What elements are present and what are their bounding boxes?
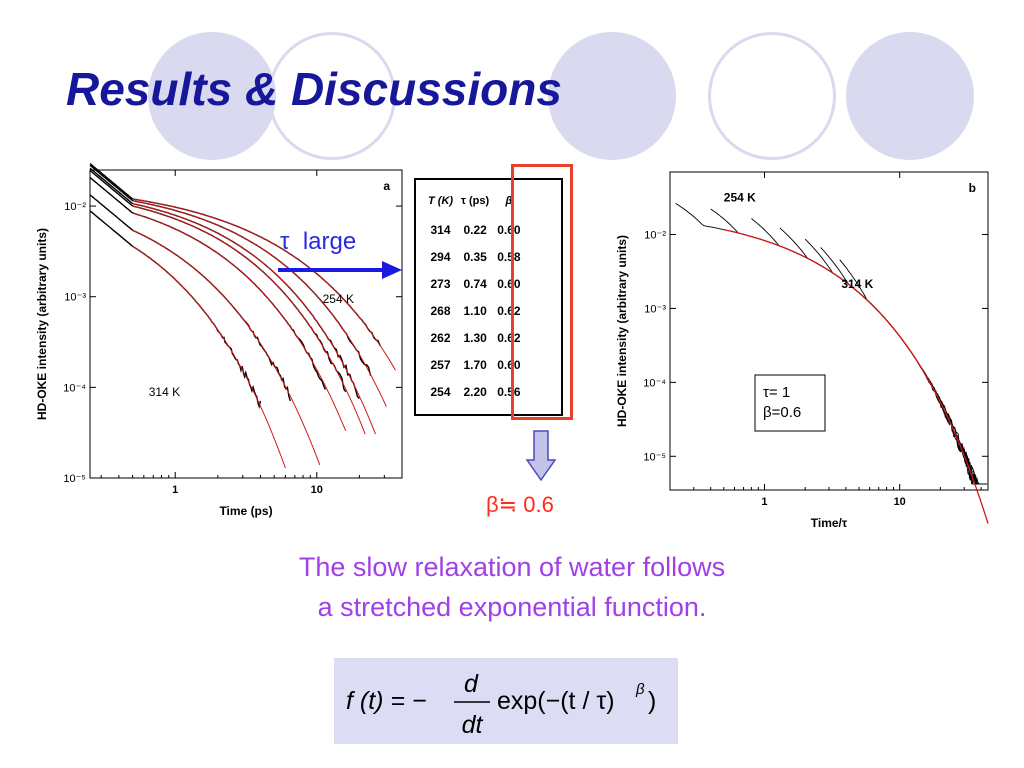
table-cell-temperature: 314 (430, 222, 451, 237)
table-cell-beta: 0.62 (497, 330, 521, 345)
scaled-data-line (779, 227, 986, 485)
table-row: 254 2.20 0.56 (424, 378, 525, 405)
formula-box: f (t) = − d dt exp(−(t / τ) β ) (334, 658, 678, 744)
table-cell-temperature: 262 (430, 330, 451, 345)
chart-a: 1 10 10⁻² 10⁻³ 10⁻⁴ 10⁻⁵ Time (ps) HD-OKE inten… (35, 163, 403, 518)
table-cell-tau: 0.22 (463, 222, 487, 237)
right-arrow-icon (278, 261, 402, 279)
table-row: 257 1.70 0.60 (424, 351, 525, 378)
panel-label: a (383, 179, 390, 193)
tau-large-label: τ large (280, 228, 357, 255)
table-row: 262 1.30 0.62 (424, 324, 525, 351)
table-cell-beta: 0.60 (497, 276, 521, 291)
table-cell-temperature: 273 (430, 276, 451, 291)
table-header-beta: β (505, 195, 513, 207)
table-row: 268 1.10 0.62 (424, 297, 525, 324)
y-tick-label: 10⁻⁴ (643, 377, 666, 389)
table-cell-tau: 0.35 (463, 249, 487, 264)
table-cell-beta: 0.60 (497, 222, 521, 237)
table-cell-tau: 1.30 (463, 330, 487, 345)
scaled-data-line (839, 259, 988, 485)
table-cell-temperature: 257 (430, 357, 451, 372)
formula-numerator: d (464, 670, 479, 698)
table-cell-temperature: 294 (430, 249, 451, 264)
fit-legend-box (754, 374, 826, 432)
y-tick-label: 10⁻⁴ (63, 382, 86, 394)
beta-approx-label: β≒ 0.6 (486, 492, 554, 517)
stretched-exponential-formula: f (t) = − d dt exp(−(t / τ) β ) (346, 670, 656, 739)
parameter-table-box: T (K) τ (ps) β 314 0.22 0.60 294 0.35 0.58 2… (414, 178, 563, 416)
y-tick-label: 10⁻⁵ (63, 473, 86, 485)
beta-column-highlight (511, 164, 573, 420)
master-fit-line (723, 228, 989, 524)
table-cell-temperature: 254 (430, 384, 451, 399)
formula-rhs: exp(−(t / τ) (497, 687, 615, 715)
table-cell-tau: 2.20 (463, 384, 487, 399)
x-tick-label: 1 (761, 496, 767, 508)
scaled-data-line (710, 208, 985, 485)
caption-line-1: The slow relaxation of water follows (298, 552, 726, 582)
table-cell-tau: 1.10 (463, 303, 487, 318)
x-axis-label: Time (ps) (219, 504, 272, 518)
y-tick-label: 10⁻⁵ (643, 451, 666, 463)
y-axis-label: HD-OKE intensity (arbitrary units) (615, 235, 629, 427)
table-cell-beta: 0.58 (497, 249, 521, 264)
temperature-annotation: 314 K (841, 277, 873, 291)
formula-close-paren: ) (648, 687, 656, 715)
decor-circle-4 (708, 32, 836, 160)
scaled-data-line (675, 203, 984, 485)
fit-legend: τ= 1 β=0.6 (754, 374, 826, 432)
y-tick-label: 10⁻² (64, 201, 86, 213)
series-fit-line-294K (132, 229, 321, 466)
table-header-row: T (K) τ (ps) β (424, 192, 525, 216)
table-cell-beta: 0.60 (497, 357, 521, 372)
scaled-data-line (751, 218, 986, 485)
table-row: 314 0.22 0.60 (424, 216, 525, 243)
fit-legend-entry: τ= 1 (763, 384, 790, 401)
x-axis-label: Time/τ (811, 516, 848, 530)
formula-exponent: β (635, 681, 645, 698)
table-row: 294 0.35 0.58 (424, 243, 525, 270)
y-axis-label: HD-OKE intensity (arbitrary units) (35, 228, 49, 420)
parameter-table: T (K) τ (ps) β 314 0.22 0.60 294 0.35 0.58 2… (424, 192, 525, 405)
table-row: 273 0.74 0.60 (424, 270, 525, 297)
plot-frame (669, 171, 989, 491)
series-fit-line-314K (132, 245, 286, 469)
series-fit-line-257K (132, 200, 387, 407)
formula-lhs: f (t) = − (346, 687, 427, 715)
decor-circle-3 (548, 32, 676, 160)
formula-denominator: dt (462, 711, 484, 739)
series-fit-line-262K (132, 203, 376, 435)
table-cell-tau: 1.70 (463, 357, 487, 372)
table-cell-beta: 0.56 (497, 384, 521, 399)
temperature-annotation: 254 K (724, 190, 756, 204)
y-tick-label: 10⁻³ (64, 292, 86, 304)
panel-label: b (969, 181, 976, 195)
table-cell-tau: 0.74 (463, 276, 487, 291)
decor-circle-2 (268, 32, 396, 160)
down-arrow-icon (526, 430, 556, 482)
series-fit-line-254K (132, 198, 396, 371)
table-header-tau: τ (ps) (461, 195, 490, 207)
temperature-annotation: 314 K (149, 385, 180, 399)
fit-legend-entry: β=0.6 (763, 404, 801, 421)
x-tick-label: 10 (894, 496, 906, 508)
x-tick-label: 1 (172, 484, 178, 496)
y-tick-label: 10⁻³ (644, 303, 666, 315)
x-tick-label: 10 (311, 484, 323, 496)
slide-title: Results & Discussions (66, 63, 562, 115)
table-cell-beta: 0.62 (497, 303, 521, 318)
plot-frame (89, 169, 403, 479)
caption-line-2: a stretched exponential function. (317, 592, 707, 622)
decor-circle-1 (148, 32, 276, 160)
series-fit-line-273K (132, 212, 347, 431)
y-tick-label: 10⁻² (644, 229, 666, 241)
chart-b: 1 10 10⁻² 10⁻³ 10⁻⁴ 10⁻⁵ Time/τ HD-OKE intensit… (615, 171, 989, 530)
table-header-temperature: T (K) (428, 195, 454, 207)
decor-circle-5 (846, 32, 974, 160)
temperature-annotation: 254 K (323, 292, 354, 306)
table-cell-temperature: 268 (430, 303, 451, 318)
series-fit-line-268K (132, 205, 366, 435)
